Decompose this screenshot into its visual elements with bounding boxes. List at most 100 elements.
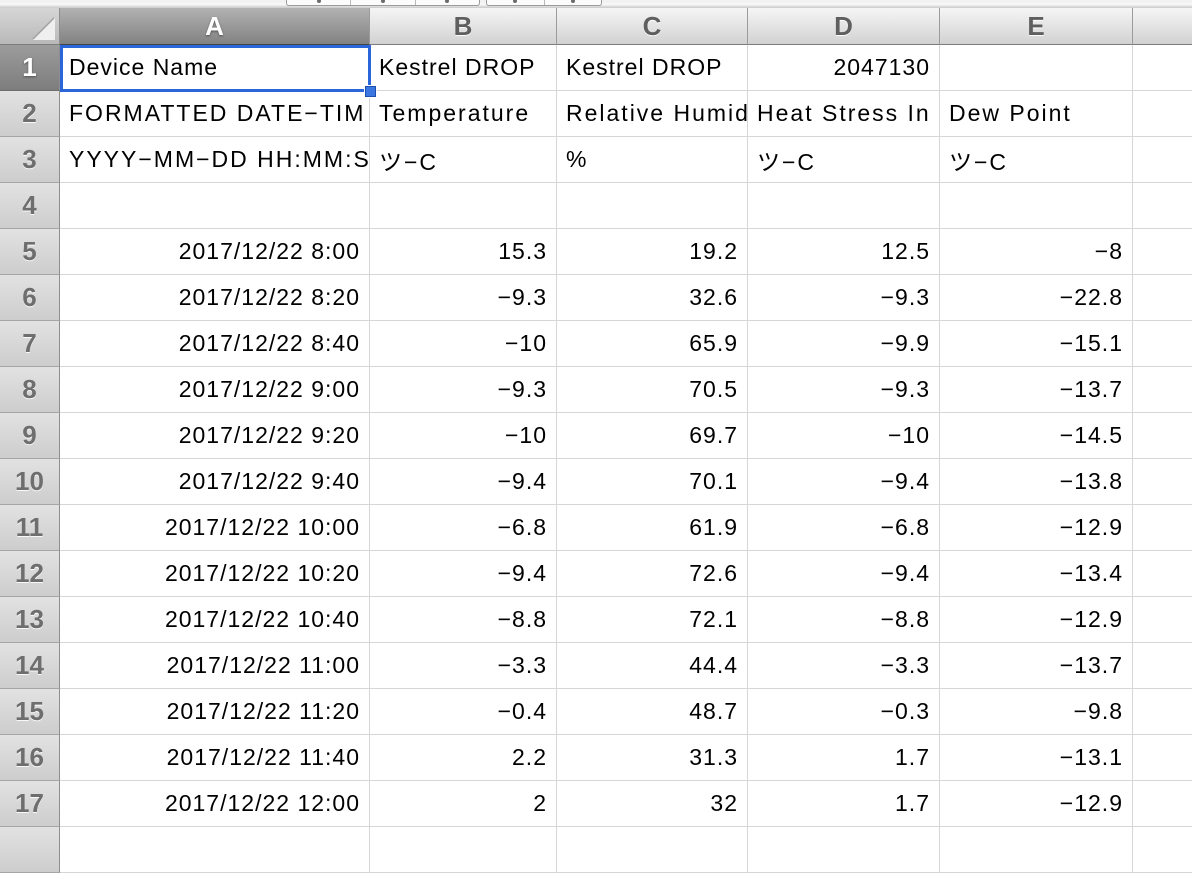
cell-B1[interactable]: Kestrel DROP [370,45,557,91]
row-header-8[interactable]: 8 [0,367,60,413]
row-header-6[interactable]: 6 [0,275,60,321]
cell-B11[interactable]: −6.8 [370,505,557,551]
cell-D1[interactable]: 2047130 [748,45,940,91]
cell-A4[interactable] [60,183,370,229]
cell-B14[interactable]: −3.3 [370,643,557,689]
cell-E2[interactable]: Dew Point [940,91,1133,137]
row-header-15[interactable]: 15 [0,689,60,735]
cell-A8[interactable]: 2017/12/22 9:00 [60,367,370,413]
row-header-11[interactable]: 11 [0,505,60,551]
cell-C1[interactable]: Kestrel DROP [557,45,748,91]
cell-B5[interactable]: 15.3 [370,229,557,275]
cell-A3[interactable]: YYYY−MM−DD HH:MM:S [60,137,370,183]
cell-A1[interactable]: Device Name [60,45,370,91]
cell-A9[interactable]: 2017/12/22 9:20 [60,413,370,459]
row-header-2[interactable]: 2 [0,91,60,137]
cell-C16[interactable]: 31.3 [557,735,748,781]
cell-F14[interactable] [1133,643,1192,689]
cell-B2[interactable]: Temperature [370,91,557,137]
cell-F4[interactable] [1133,183,1192,229]
row-header-9[interactable]: 9 [0,413,60,459]
row-header-17[interactable]: 17 [0,781,60,827]
cell-E7[interactable]: −15.1 [940,321,1133,367]
row-header-1[interactable]: 1 [0,45,60,91]
cell-A12[interactable]: 2017/12/22 10:20 [60,551,370,597]
cell-A15[interactable]: 2017/12/22 11:20 [60,689,370,735]
column-header-A[interactable]: A [60,8,370,45]
cell-F7[interactable] [1133,321,1192,367]
row-header-5[interactable]: 5 [0,229,60,275]
toolbar-button-fragment[interactable] [416,0,479,5]
cell-B7[interactable]: −10 [370,321,557,367]
cell-E17[interactable]: −12.9 [940,781,1133,827]
cell-E12[interactable]: −13.4 [940,551,1133,597]
cell-C9[interactable]: 69.7 [557,413,748,459]
cell-B9[interactable]: −10 [370,413,557,459]
cell-E16[interactable]: −13.1 [940,735,1133,781]
row-header-4[interactable]: 4 [0,183,60,229]
row-header-3[interactable]: 3 [0,137,60,183]
cell-D14[interactable]: −3.3 [748,643,940,689]
toolbar-button-fragment[interactable] [351,0,416,5]
cell-F8[interactable] [1133,367,1192,413]
cell-E14[interactable]: −13.7 [940,643,1133,689]
cell-A17[interactable]: 2017/12/22 12:00 [60,781,370,827]
cell-B3[interactable]: ツ−C [370,137,557,183]
cell-C14[interactable]: 44.4 [557,643,748,689]
row-header-16[interactable]: 16 [0,735,60,781]
cell-C2[interactable]: Relative Humid [557,91,748,137]
row-header-7[interactable]: 7 [0,321,60,367]
cell-A6[interactable]: 2017/12/22 8:20 [60,275,370,321]
cell-D16[interactable]: 1.7 [748,735,940,781]
cell-C4[interactable] [557,183,748,229]
cell-F1[interactable] [1133,45,1192,91]
cell-B15[interactable]: −0.4 [370,689,557,735]
cell-C10[interactable]: 70.1 [557,459,748,505]
cell-D7[interactable]: −9.9 [748,321,940,367]
selection-fill-handle[interactable] [365,86,376,97]
cell-E1[interactable] [940,45,1133,91]
cell-C5[interactable]: 19.2 [557,229,748,275]
cell-F9[interactable] [1133,413,1192,459]
cell-E5[interactable]: −8 [940,229,1133,275]
cell-B10[interactable]: −9.4 [370,459,557,505]
column-header-D[interactable]: D [748,8,940,45]
cell-F13[interactable] [1133,597,1192,643]
cell-C15[interactable]: 48.7 [557,689,748,735]
cell-F3[interactable] [1133,137,1192,183]
cell-B12[interactable]: −9.4 [370,551,557,597]
cell-F15[interactable] [1133,689,1192,735]
cell-C3[interactable]: % [557,137,748,183]
cell-B16[interactable]: 2.2 [370,735,557,781]
cell-B13[interactable]: −8.8 [370,597,557,643]
cell-F5[interactable] [1133,229,1192,275]
cell-D8[interactable]: −9.3 [748,367,940,413]
cell-C8[interactable]: 70.5 [557,367,748,413]
cell-F2[interactable] [1133,91,1192,137]
column-header-E[interactable]: E [940,8,1133,45]
cell-E10[interactable]: −13.8 [940,459,1133,505]
cell-A7[interactable]: 2017/12/22 8:40 [60,321,370,367]
cell-D6[interactable]: −9.3 [748,275,940,321]
cell-D4[interactable] [748,183,940,229]
cell-D2[interactable]: Heat Stress In [748,91,940,137]
cell-A14[interactable]: 2017/12/22 11:00 [60,643,370,689]
toolbar-button-fragment[interactable] [287,0,352,5]
cell-E3[interactable]: ツ−C [940,137,1133,183]
column-header-B[interactable]: B [370,8,557,45]
cell-A10[interactable]: 2017/12/22 9:40 [60,459,370,505]
cell-E4[interactable] [940,183,1133,229]
cell-E15[interactable]: −9.8 [940,689,1133,735]
cell-D15[interactable]: −0.3 [748,689,940,735]
cell-D9[interactable]: −10 [748,413,940,459]
cell-E13[interactable]: −12.9 [940,597,1133,643]
column-header-C[interactable]: C [557,8,748,45]
cell-C6[interactable]: 32.6 [557,275,748,321]
cell-F10[interactable] [1133,459,1192,505]
cell-F11[interactable] [1133,505,1192,551]
cell-C7[interactable]: 65.9 [557,321,748,367]
cell-D3[interactable]: ツ−C [748,137,940,183]
select-all-corner[interactable] [0,8,60,45]
cell-D12[interactable]: −9.4 [748,551,940,597]
toolbar-button-fragment[interactable] [487,0,545,5]
